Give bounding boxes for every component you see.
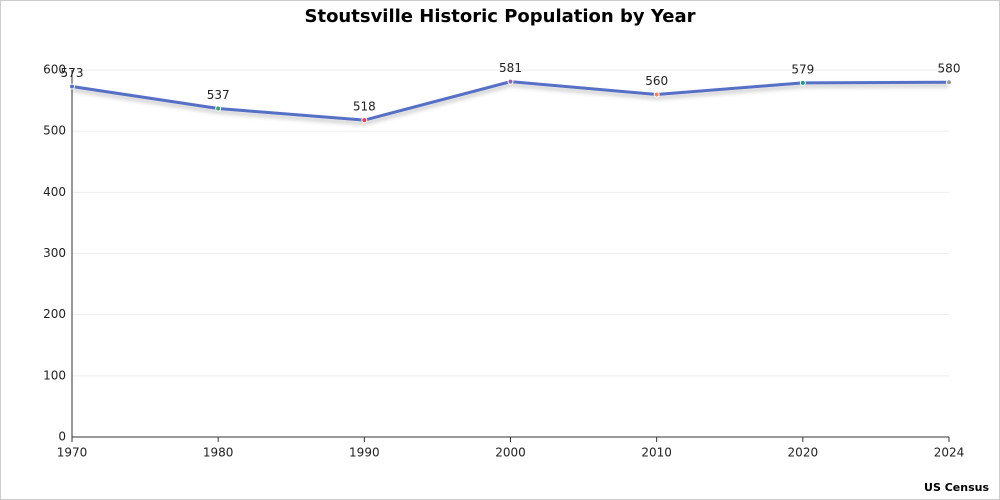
value-label: 537 — [207, 88, 230, 102]
x-tick-label: 2020 — [788, 446, 819, 460]
y-tick-label: 400 — [43, 185, 66, 199]
x-tick-label: 1970 — [57, 446, 88, 460]
x-tick-label: 2010 — [641, 446, 672, 460]
y-tick-label: 200 — [43, 307, 66, 321]
x-tick-label: 2024 — [934, 446, 965, 460]
point — [946, 79, 952, 86]
y-tick-label: 300 — [43, 246, 66, 260]
x-tick-label: 1980 — [203, 446, 234, 460]
y-tick-label: 600 — [43, 63, 66, 77]
point — [215, 105, 222, 112]
y-tick-label: 0 — [58, 430, 66, 444]
y-tick-label: 500 — [43, 124, 66, 138]
point — [361, 117, 368, 124]
value-label: 581 — [499, 61, 522, 75]
value-label: 573 — [61, 66, 84, 80]
x-tick-label: 2000 — [495, 446, 526, 460]
point — [507, 78, 514, 85]
source: US Census — [924, 481, 989, 494]
point — [653, 91, 660, 98]
x-tick-label: 1990 — [349, 446, 380, 460]
value-label: 580 — [938, 62, 961, 76]
chart-title: Stoutsville Historic Population by Year — [305, 6, 696, 27]
value-label: 518 — [353, 100, 376, 114]
line — [71, 80, 950, 122]
point — [69, 83, 75, 90]
point — [799, 79, 806, 86]
value-label: 560 — [645, 74, 668, 88]
value-label: 579 — [791, 62, 814, 76]
y-tick-label: 100 — [43, 368, 66, 382]
